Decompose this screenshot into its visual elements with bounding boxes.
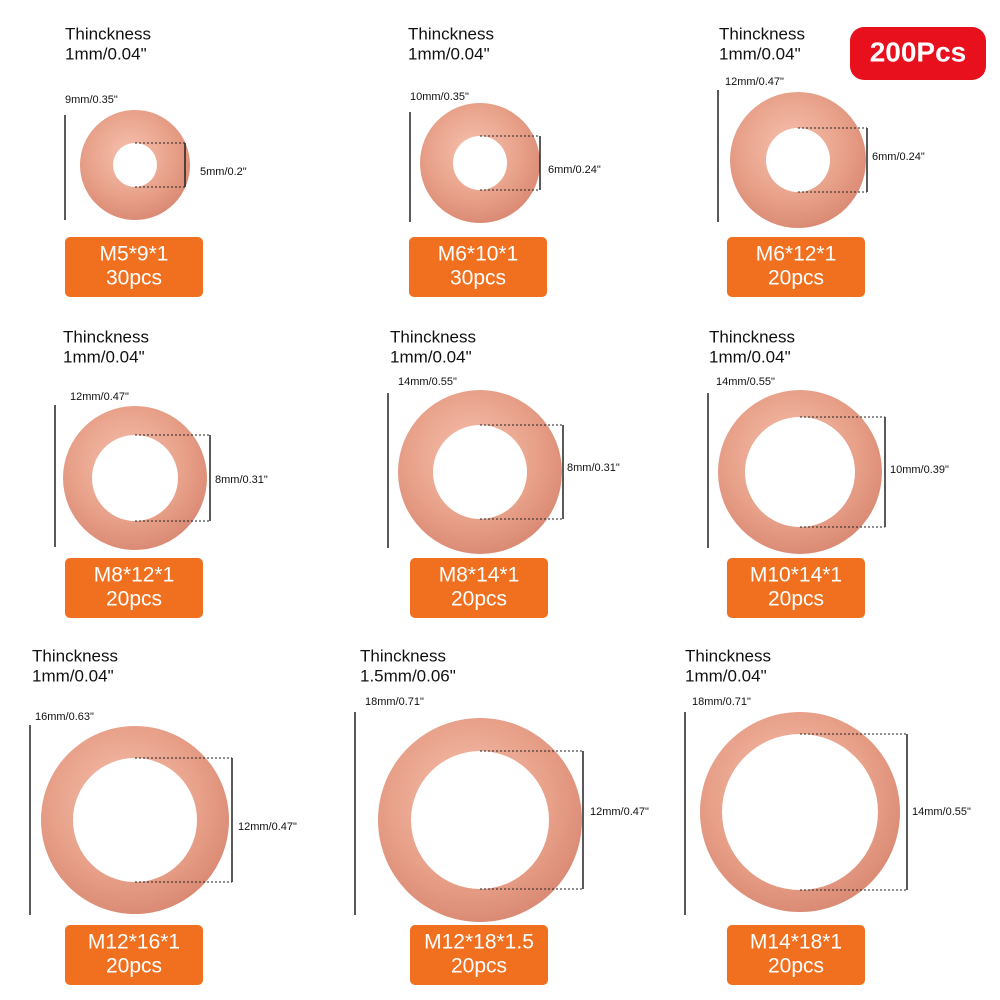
quantity: 30pcs [450, 267, 506, 290]
thickness-label: Thinckness [65, 24, 151, 43]
outer-dimension: 12mm/0.47" [70, 391, 129, 403]
size: M14*18*1 [750, 931, 842, 954]
washer [718, 390, 882, 554]
thickness-label: Thinckness [685, 646, 771, 665]
thickness: 1mm/0.04" [65, 44, 147, 63]
outer-dimension: 14mm/0.55" [398, 376, 457, 388]
quantity: 20pcs [768, 588, 824, 611]
thickness: 1mm/0.04" [685, 666, 767, 685]
size: M5*9*1 [100, 243, 169, 266]
badge: 200Pcs [870, 36, 967, 67]
thickness-label: Thinckness [719, 24, 805, 43]
outer-dimension: 16mm/0.63" [35, 711, 94, 723]
thickness: 1mm/0.04" [63, 347, 145, 366]
quantity: 30pcs [106, 267, 162, 290]
inner-dimension: 8mm/0.31" [215, 474, 268, 486]
size-box [727, 925, 865, 985]
outer-dimension: 18mm/0.71" [365, 696, 424, 708]
outer-dimension: 14mm/0.55" [716, 376, 775, 388]
size-box [727, 237, 865, 297]
washer [40, 725, 230, 915]
washer [79, 109, 190, 221]
inner-dimension: 6mm/0.24" [872, 151, 925, 163]
size: M12*16*1 [88, 931, 180, 954]
inner-dimension: 10mm/0.39" [890, 464, 949, 476]
inner-dimension: 12mm/0.47" [590, 806, 649, 818]
size: M8*14*1 [439, 564, 520, 587]
quantity: 20pcs [768, 267, 824, 290]
washer [398, 390, 562, 554]
outer-dimension: 9mm/0.35" [65, 94, 118, 106]
thickness-label: Thinckness [63, 327, 149, 346]
washer [730, 92, 866, 228]
size: M12*18*1.5 [424, 931, 534, 954]
size-box [409, 237, 547, 297]
thickness: 1.5mm/0.06" [360, 666, 456, 685]
size-box [410, 925, 548, 985]
thickness: 1mm/0.04" [709, 347, 791, 366]
inner-dimension: 6mm/0.24" [548, 164, 601, 176]
quantity: 20pcs [451, 955, 507, 978]
quantity: 20pcs [106, 955, 162, 978]
quantity: 20pcs [106, 588, 162, 611]
outer-dimension: 12mm/0.47" [725, 76, 784, 88]
inner-dimension: 8mm/0.31" [567, 462, 620, 474]
thickness-label: Thinckness [390, 327, 476, 346]
thickness: 1mm/0.04" [390, 347, 472, 366]
thickness: 1mm/0.04" [408, 44, 490, 63]
size-box [65, 558, 203, 618]
outer-dimension: 10mm/0.35" [410, 91, 469, 103]
thickness-label: Thinckness [360, 646, 446, 665]
size: M6*12*1 [756, 243, 837, 266]
inner-dimension: 12mm/0.47" [238, 821, 297, 833]
washer [378, 718, 582, 922]
size: M10*14*1 [750, 564, 842, 587]
washer [700, 712, 900, 912]
washer [63, 406, 207, 550]
size-box [410, 558, 548, 618]
thickness-label: Thinckness [408, 24, 494, 43]
size: M6*10*1 [438, 243, 519, 266]
quantity: 20pcs [768, 955, 824, 978]
thickness: 1mm/0.04" [719, 44, 801, 63]
thickness: 1mm/0.04" [32, 666, 114, 685]
inner-dimension: 5mm/0.2" [200, 166, 247, 178]
inner-dimension: 14mm/0.55" [912, 806, 971, 818]
size-box [65, 925, 203, 985]
badge-bg [850, 27, 986, 80]
washer [419, 102, 541, 224]
size-box [727, 558, 865, 618]
size-box [65, 237, 203, 297]
quantity: 20pcs [451, 588, 507, 611]
thickness-label: Thinckness [32, 646, 118, 665]
thickness-label: Thinckness [709, 327, 795, 346]
outer-dimension: 18mm/0.71" [692, 696, 751, 708]
size: M8*12*1 [94, 564, 175, 587]
